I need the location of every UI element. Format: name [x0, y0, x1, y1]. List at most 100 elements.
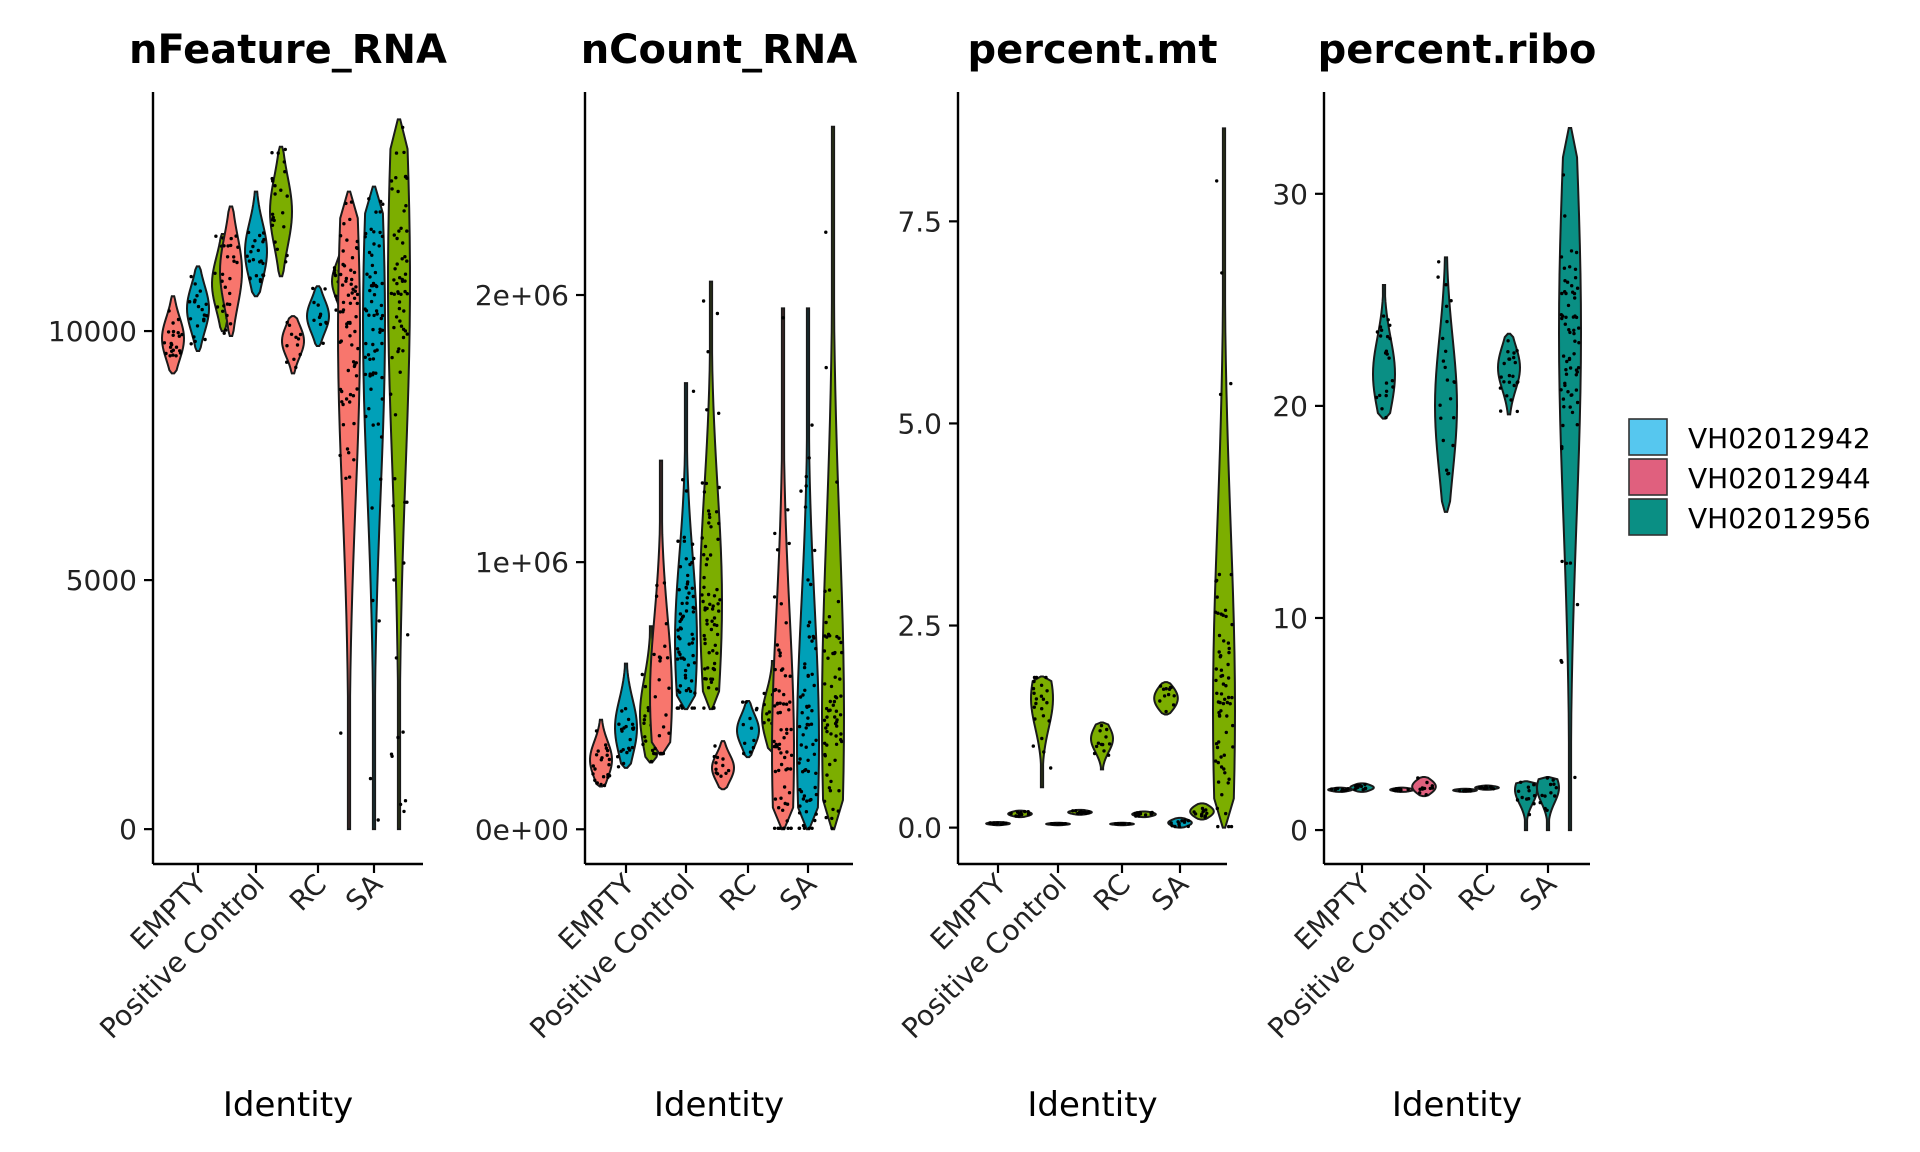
- data-point: [380, 375, 384, 380]
- data-point: [352, 296, 357, 300]
- data-point: [643, 684, 648, 689]
- data-point: [829, 732, 833, 736]
- data-point: [1561, 397, 1566, 401]
- data-point: [222, 304, 226, 308]
- data-point: [370, 253, 374, 257]
- data-point: [341, 402, 345, 407]
- data-point: [270, 151, 274, 155]
- data-point: [1559, 658, 1563, 663]
- data-point: [806, 624, 811, 628]
- data-point: [1169, 821, 1173, 825]
- data-point: [825, 773, 829, 777]
- data-point: [649, 759, 654, 764]
- data-point: [762, 702, 766, 707]
- data-point: [220, 279, 224, 283]
- data-point: [403, 289, 407, 294]
- data-point: [623, 707, 628, 711]
- data-point: [376, 422, 380, 426]
- data-point: [1216, 824, 1220, 829]
- data-point: [1565, 359, 1569, 364]
- data-point: [1214, 579, 1218, 583]
- data-point: [683, 668, 688, 673]
- data-point: [283, 147, 287, 152]
- data-point: [743, 741, 747, 745]
- data-point: [1222, 639, 1226, 643]
- data-point: [814, 792, 819, 797]
- data-point: [258, 279, 263, 284]
- data-point: [827, 786, 832, 790]
- data-point: [772, 826, 777, 830]
- data-point: [214, 234, 218, 238]
- data-point: [1353, 787, 1357, 791]
- data-point: [202, 313, 207, 317]
- data-point: [195, 294, 199, 298]
- data-point: [355, 301, 359, 306]
- data-point: [804, 768, 808, 772]
- data-point: [1378, 393, 1382, 398]
- data-point: [798, 757, 802, 761]
- x-tick-label: RC: [283, 868, 333, 918]
- data-point: [405, 500, 409, 504]
- data-point: [1390, 379, 1395, 383]
- data-point: [1083, 810, 1087, 814]
- data-point: [350, 277, 354, 282]
- data-point: [773, 531, 777, 536]
- data-point: [1215, 806, 1220, 811]
- data-point: [1161, 687, 1166, 691]
- data-point: [631, 726, 635, 731]
- data-point: [709, 525, 713, 529]
- data-point: [1009, 811, 1013, 816]
- data-point: [379, 435, 384, 439]
- data-point: [1205, 811, 1209, 815]
- data-point: [1399, 787, 1403, 792]
- data-point: [1378, 334, 1383, 338]
- data-point: [779, 728, 783, 732]
- data-point: [709, 680, 714, 684]
- violin-positive-control-3: [268, 145, 294, 278]
- data-point: [781, 702, 786, 706]
- data-point: [1200, 812, 1204, 816]
- data-point: [339, 731, 343, 735]
- data-point: [344, 201, 348, 206]
- data-point: [352, 458, 356, 462]
- data-point: [353, 329, 357, 334]
- data-point: [1552, 782, 1556, 786]
- data-point: [806, 769, 811, 774]
- data-point: [1439, 416, 1443, 420]
- data-point: [777, 648, 781, 652]
- data-point: [799, 489, 803, 493]
- data-point: [1507, 373, 1512, 378]
- violin-rc-3: [1153, 681, 1179, 716]
- data-point: [245, 254, 249, 258]
- data-point: [393, 477, 397, 481]
- data-point: [1098, 729, 1102, 733]
- data-point: [1444, 283, 1448, 287]
- data-point: [777, 742, 782, 746]
- data-point: [1391, 385, 1395, 389]
- data-point: [702, 706, 706, 710]
- data-point: [371, 357, 376, 361]
- data-point: [677, 650, 681, 654]
- violin-rc-2: [305, 285, 331, 348]
- data-point: [1549, 791, 1553, 795]
- data-point: [284, 260, 288, 264]
- data-point: [810, 423, 814, 427]
- data-point: [712, 616, 717, 620]
- data-point: [171, 321, 175, 325]
- data-point: [294, 365, 298, 370]
- data-point: [774, 687, 778, 692]
- data-point: [620, 729, 624, 733]
- data-point: [840, 650, 844, 655]
- data-point: [355, 246, 359, 251]
- data-point: [1354, 784, 1358, 788]
- data-point: [1444, 304, 1449, 308]
- data-point: [715, 311, 720, 316]
- data-point: [703, 544, 708, 549]
- data-point: [594, 753, 599, 757]
- data-point: [1515, 798, 1520, 802]
- data-point: [779, 762, 784, 767]
- data-point: [390, 187, 394, 191]
- data-point: [680, 601, 684, 606]
- data-point: [389, 179, 394, 183]
- data-point: [1532, 802, 1536, 806]
